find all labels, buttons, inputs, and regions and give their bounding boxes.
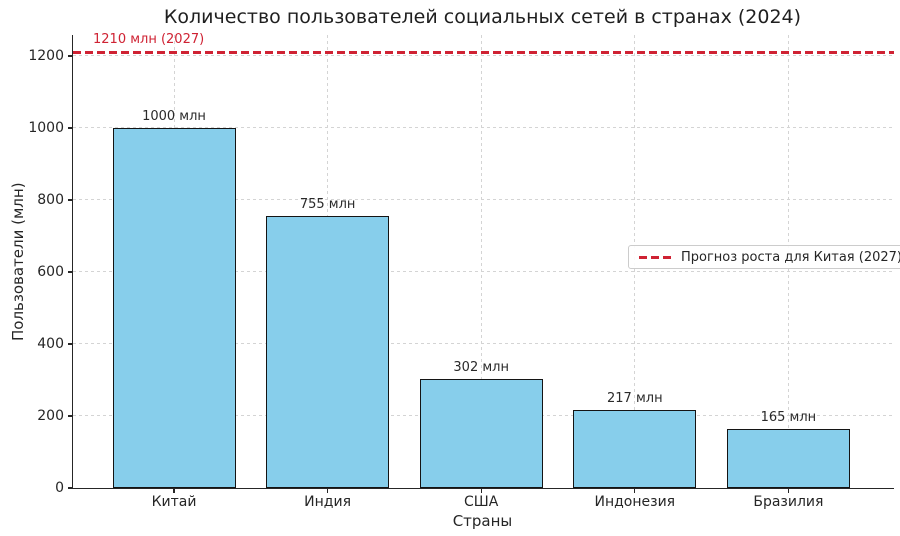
bar-value-label: 217 млн bbox=[607, 390, 663, 406]
bar-value-label: 165 млн bbox=[760, 409, 817, 425]
horizontal-gridline bbox=[73, 55, 894, 57]
y-tick-mark bbox=[68, 271, 72, 273]
x-axis-label: Страны bbox=[452, 512, 513, 530]
vertical-gridline bbox=[480, 35, 482, 488]
horizontal-gridline bbox=[73, 343, 894, 345]
y-tick-mark bbox=[68, 415, 72, 417]
y-tick-mark bbox=[68, 55, 72, 57]
legend-label: Прогноз роста для Китая (2027) bbox=[681, 249, 900, 265]
y-tick-label: 1200 bbox=[28, 47, 64, 64]
legend: Прогноз роста для Китая (2027) bbox=[628, 245, 900, 269]
y-tick-mark bbox=[68, 127, 72, 129]
x-tick-mark bbox=[173, 489, 175, 494]
y-tick-label: 800 bbox=[37, 191, 64, 208]
y-tick-label: 0 bbox=[55, 480, 64, 496]
forecast-reference-line bbox=[73, 50, 894, 54]
x-tick-label: Бразилия bbox=[753, 494, 824, 510]
y-tick-label: 600 bbox=[37, 263, 64, 280]
y-tick-mark bbox=[68, 199, 72, 201]
x-tick-label: Китай bbox=[151, 494, 197, 510]
bar bbox=[726, 428, 850, 488]
bar bbox=[573, 409, 697, 488]
y-tick-mark bbox=[68, 487, 72, 489]
dashed-line-legend-swatch bbox=[639, 255, 673, 259]
bar bbox=[266, 216, 390, 488]
x-tick-mark bbox=[787, 489, 790, 494]
plot-area: 0 200 400 600 800 1000 1200 Китай 1000 млн Индия 7… bbox=[28, 35, 894, 510]
y-tick-label: 1000 bbox=[28, 119, 64, 136]
forecast-annotation: 1210 млн (2027) bbox=[93, 32, 205, 47]
horizontal-gridline bbox=[73, 271, 894, 273]
bar-value-label: 1000 млн bbox=[142, 108, 206, 124]
x-tick-mark bbox=[634, 489, 636, 494]
y-tick-mark bbox=[68, 343, 72, 345]
bar bbox=[112, 127, 236, 488]
bar-value-label: 755 млн bbox=[299, 197, 356, 213]
y-tick-label: 200 bbox=[37, 407, 64, 424]
y-tick-label: 400 bbox=[37, 335, 64, 352]
x-tick-label: Индия bbox=[304, 494, 351, 510]
x-tick-mark bbox=[326, 489, 329, 494]
x-tick-label: США bbox=[464, 494, 499, 510]
chart-title: Количество пользователей социальных сете… bbox=[163, 6, 802, 28]
horizontal-gridline bbox=[73, 199, 894, 201]
bar bbox=[419, 379, 543, 488]
x-tick-mark bbox=[480, 489, 482, 494]
x-tick-label: Индонезия bbox=[594, 494, 676, 510]
bar-value-label: 302 млн bbox=[453, 360, 509, 376]
horizontal-gridline bbox=[73, 127, 894, 129]
